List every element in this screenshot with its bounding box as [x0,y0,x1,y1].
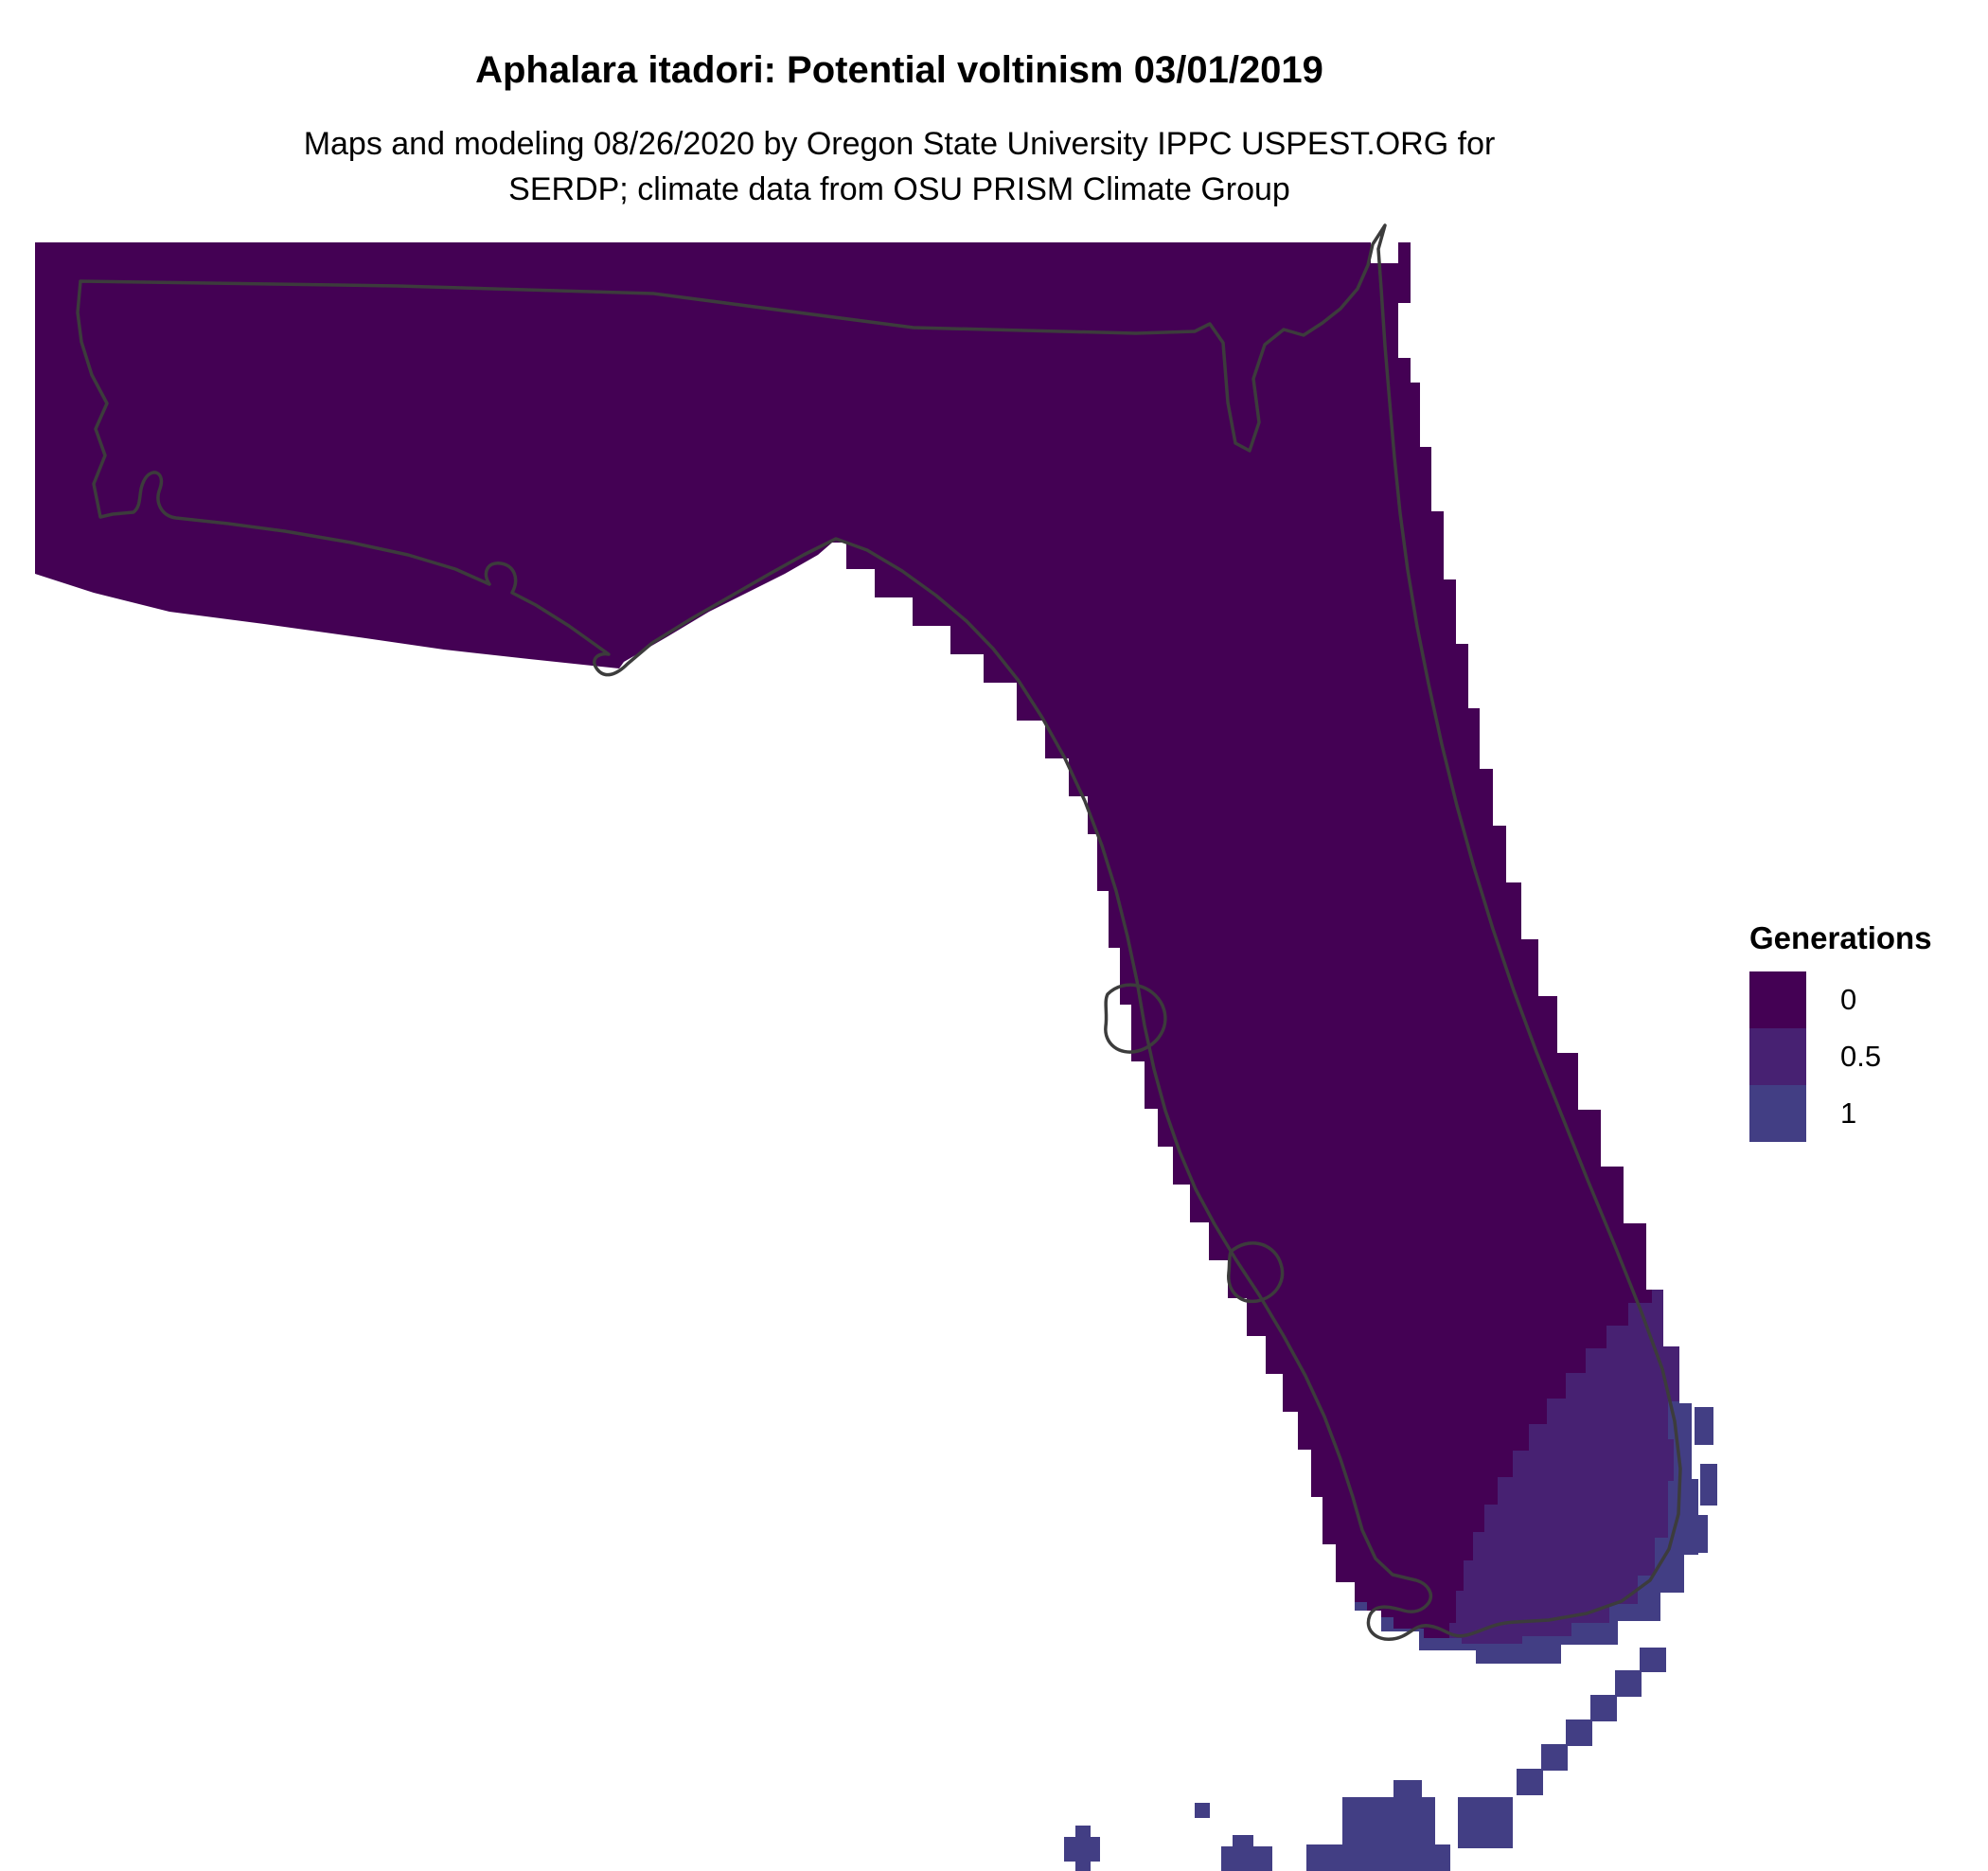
legend-item-0: 0 [1749,971,1986,1028]
subtitle-line-2: SERDP; climate data from OSU PRISM Clima… [508,171,1290,207]
florida-keys-cells [1064,1407,1717,1871]
tampa-bay-outline [1104,983,1167,1054]
page-title: Aphalara itadori: Potential voltinism 03… [475,49,1323,91]
legend-label-0: 0 [1840,983,1857,1016]
legend-label-1: 1 [1840,1096,1857,1130]
legend-swatch-1 [1749,1085,1806,1142]
raster-region-generations-0 [35,242,1698,1664]
legend-item-1: 1 [1749,1085,1986,1142]
charlotte-harbor-outline [1227,1241,1285,1304]
legend-swatch-05 [1749,1028,1806,1085]
map-legend: Generations 0 0.5 1 [1749,920,1986,1142]
legend-item-05: 0.5 [1749,1028,1986,1085]
legend-swatch-0 [1749,971,1806,1028]
legend-title: Generations [1749,920,1932,955]
figure-subtitle: Maps and modeling 08/26/2020 by Oregon S… [0,121,1799,212]
legend-label-05: 0.5 [1840,1040,1882,1073]
state-boundary-outline [76,223,1682,1641]
florida-border-path [76,223,1682,1641]
subtitle-line-1: Maps and modeling 08/26/2020 by Oregon S… [303,126,1496,162]
